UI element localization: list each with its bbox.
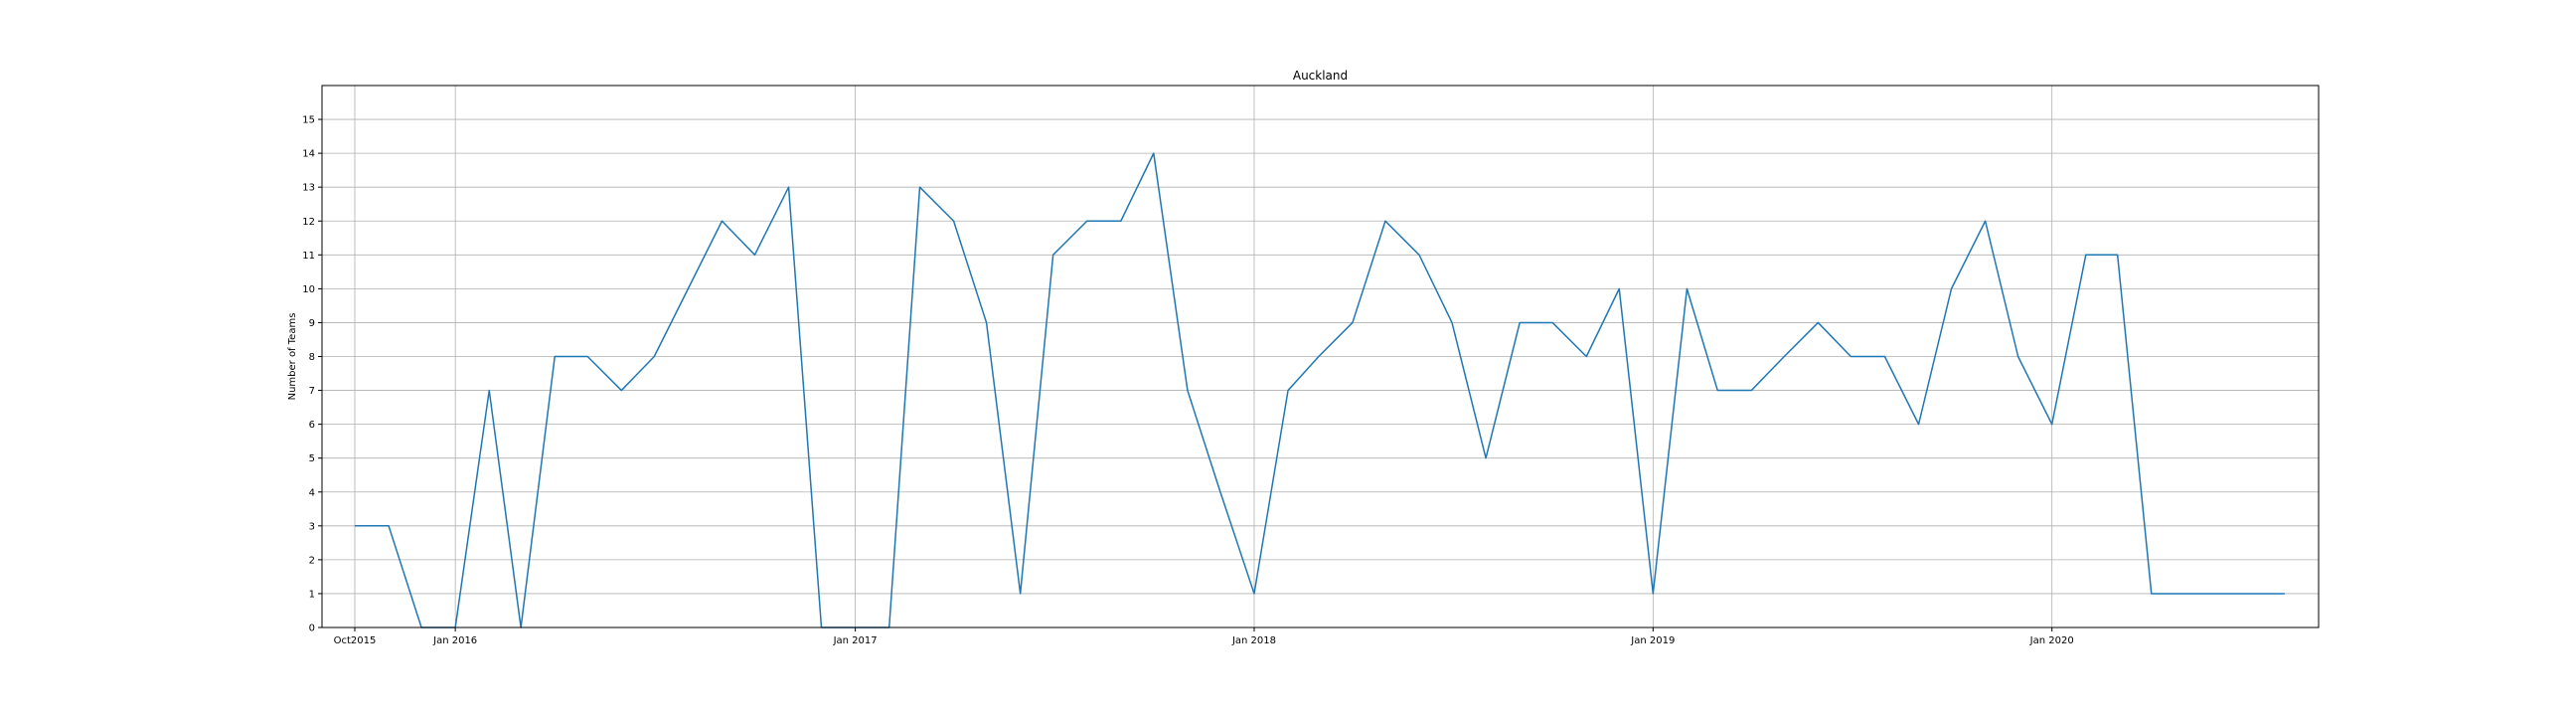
y-tick-label: 2 bbox=[309, 555, 315, 566]
x-axis-ticks: Oct2015 Jan 2016 Jan 2017 Jan 2018 Jan 2019 J… bbox=[334, 627, 2074, 646]
y-tick-label: 3 bbox=[309, 521, 315, 532]
x-tick-label: Jan 2019 bbox=[1630, 635, 1675, 646]
chart-title: Auckland bbox=[1293, 69, 1348, 83]
y-tick-label: 7 bbox=[309, 386, 315, 397]
x-tick-label: Jan 2017 bbox=[833, 635, 878, 646]
grid-lines bbox=[322, 86, 2319, 628]
x-tick-label: Jan 2020 bbox=[2029, 635, 2074, 646]
y-tick-label: 14 bbox=[302, 149, 315, 160]
y-tick-label: 10 bbox=[302, 284, 315, 295]
plot-area-frame bbox=[321, 85, 2320, 628]
y-axis-title: Number of Teams bbox=[287, 313, 298, 401]
y-tick-label: 8 bbox=[309, 352, 315, 363]
y-tick-label: 15 bbox=[302, 115, 315, 126]
y-tick-label: 1 bbox=[309, 589, 315, 600]
y-tick-label: 5 bbox=[309, 453, 315, 464]
y-tick-label: 13 bbox=[302, 183, 315, 194]
series-layer bbox=[354, 152, 2285, 628]
y-tick-label: 6 bbox=[309, 420, 315, 431]
x-tick-label: Oct2015 bbox=[334, 635, 377, 646]
series-line bbox=[354, 152, 2285, 628]
x-tick-label: Jan 2016 bbox=[432, 635, 477, 646]
x-tick-label: Jan 2018 bbox=[1231, 635, 1276, 646]
y-tick-label: 4 bbox=[309, 487, 315, 498]
y-tick-label: 12 bbox=[302, 217, 315, 228]
y-tick-label: 0 bbox=[309, 624, 315, 634]
y-tick-label: 9 bbox=[309, 318, 315, 329]
y-tick-label: 11 bbox=[302, 251, 315, 262]
